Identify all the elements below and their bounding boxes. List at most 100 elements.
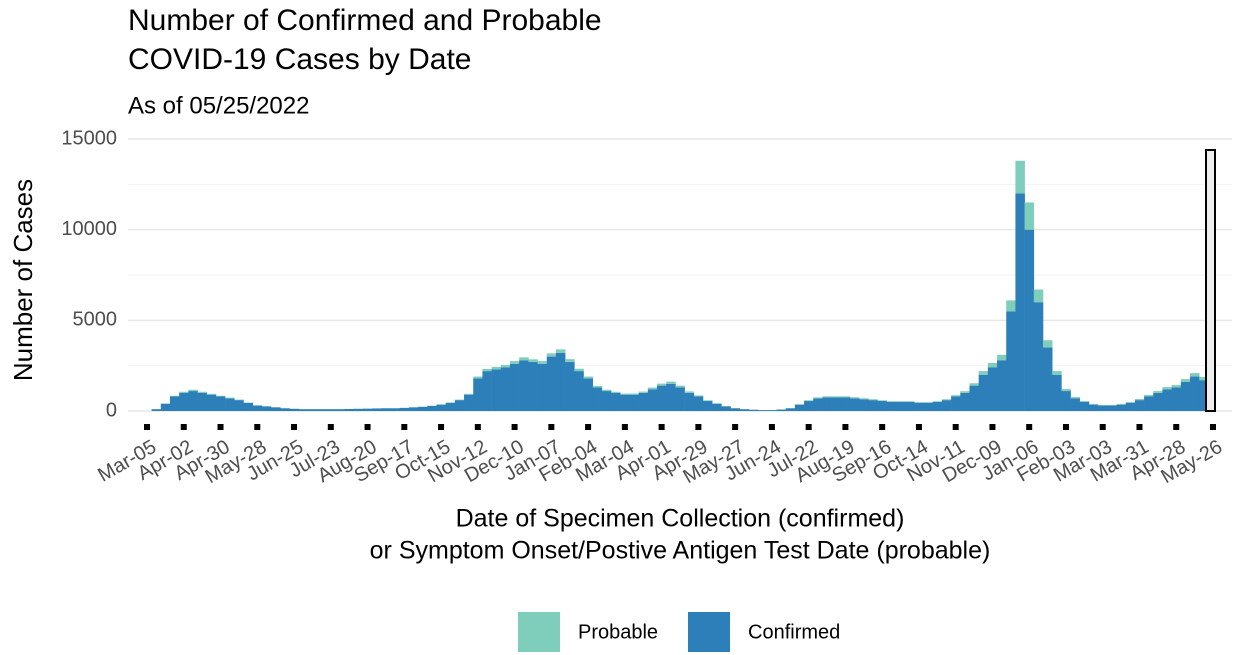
highlight-box [1205, 149, 1216, 412]
bar-segment [555, 349, 566, 353]
bar-segment [399, 407, 410, 411]
bar-segment [215, 396, 226, 411]
y-tick-label: 15000 [61, 127, 117, 149]
bar-segment [1015, 160, 1025, 194]
bar-segment [997, 354, 1007, 361]
bar-segment [197, 391, 208, 393]
bar-segment [932, 401, 943, 411]
bar-segment [583, 378, 593, 411]
bar-segment [546, 356, 557, 411]
bar-segment [565, 362, 575, 411]
x-tick-mark [1173, 424, 1180, 430]
bar-segment [592, 385, 603, 388]
legend-label: Confirmed [748, 621, 840, 643]
bar-segment [271, 407, 281, 411]
bar-segment [638, 392, 649, 411]
bar-segment [362, 408, 373, 411]
bar-segment [1024, 229, 1035, 411]
x-tick-mark [180, 424, 187, 430]
bar-segment [657, 385, 667, 411]
y-tick-label: 5000 [73, 309, 118, 331]
bar-segment [997, 360, 1007, 411]
bar-segment [666, 383, 676, 411]
bar-segment [1033, 289, 1044, 303]
bar-segment [1134, 399, 1145, 401]
x-tick-mark [327, 424, 334, 430]
bar-segment [601, 391, 612, 411]
x-tick-mark [1136, 424, 1143, 430]
bar-segment [537, 361, 548, 364]
bar-segment [1116, 404, 1126, 411]
x-tick-mark [1210, 424, 1216, 430]
bar-segment [528, 362, 538, 411]
bar-segment [611, 392, 621, 411]
bar-segment [1052, 374, 1062, 411]
bar-segment [408, 407, 419, 411]
bar-segment [1015, 193, 1025, 411]
bar-segment [151, 409, 162, 411]
x-tick-mark [658, 424, 665, 430]
bar-segment [684, 392, 695, 411]
x-axis-label: or Symptom Onset/Postive Antigen Test Da… [370, 537, 991, 565]
bar-segment [647, 389, 658, 411]
bar-segment [785, 408, 796, 411]
x-tick-mark [291, 424, 298, 430]
bar-segment [960, 392, 970, 411]
bar-segment [693, 395, 704, 397]
bar-segment [895, 401, 906, 402]
bar-segment [307, 409, 318, 411]
bar-segment [289, 408, 299, 411]
bar-segment [702, 401, 713, 411]
bar-segment [1079, 401, 1090, 402]
bar-segment [675, 385, 685, 388]
bar-segment [473, 376, 483, 379]
legend-swatch [518, 612, 560, 652]
bar-segment [537, 363, 548, 411]
bar-segment [372, 408, 382, 411]
bar-segment [1098, 405, 1108, 406]
bar-segment [932, 401, 943, 402]
bar-segment [804, 400, 814, 402]
bar-segment [225, 397, 235, 399]
y-tick-label: 10000 [61, 218, 117, 240]
bar-segment [620, 394, 630, 411]
bar-segment [335, 409, 345, 411]
bar-segment [1199, 380, 1209, 411]
bar-segment [546, 353, 557, 357]
bar-segment [179, 391, 189, 393]
bar-segment [868, 400, 878, 411]
bar-segment [169, 396, 180, 411]
bar-segment [739, 409, 750, 411]
bar-segment [813, 398, 823, 411]
bar-segment [620, 393, 630, 395]
bar-segment [969, 385, 979, 411]
bar-segment [482, 368, 492, 372]
bar-segment [813, 397, 823, 399]
bar-segment [712, 403, 722, 411]
bar-segment [877, 400, 888, 402]
bar-segment [941, 399, 952, 401]
x-tick-mark [585, 424, 592, 430]
bar-segment [1171, 387, 1182, 411]
bar-segment [776, 409, 786, 411]
bar-segment [326, 409, 336, 411]
bar-segment [179, 392, 189, 411]
bar-segment [1107, 405, 1117, 411]
bar-segment [877, 401, 888, 411]
bar-segment [969, 383, 979, 386]
bar-segment [500, 364, 511, 368]
x-tick-mark [401, 424, 408, 430]
x-tick-mark [474, 424, 481, 430]
bar-segment [601, 389, 612, 392]
bar-segment [923, 402, 934, 403]
bar-segment [840, 396, 851, 398]
x-tick-mark [621, 424, 628, 430]
x-tick-mark [438, 424, 445, 430]
bar-segment [234, 400, 244, 411]
chart-title: COVID-19 Cases by Date [128, 43, 471, 76]
bar-segment [500, 367, 511, 411]
bar-segment [758, 410, 768, 411]
bar-segment [804, 401, 814, 411]
x-tick-mark [144, 424, 150, 430]
bar-segment [987, 367, 998, 411]
